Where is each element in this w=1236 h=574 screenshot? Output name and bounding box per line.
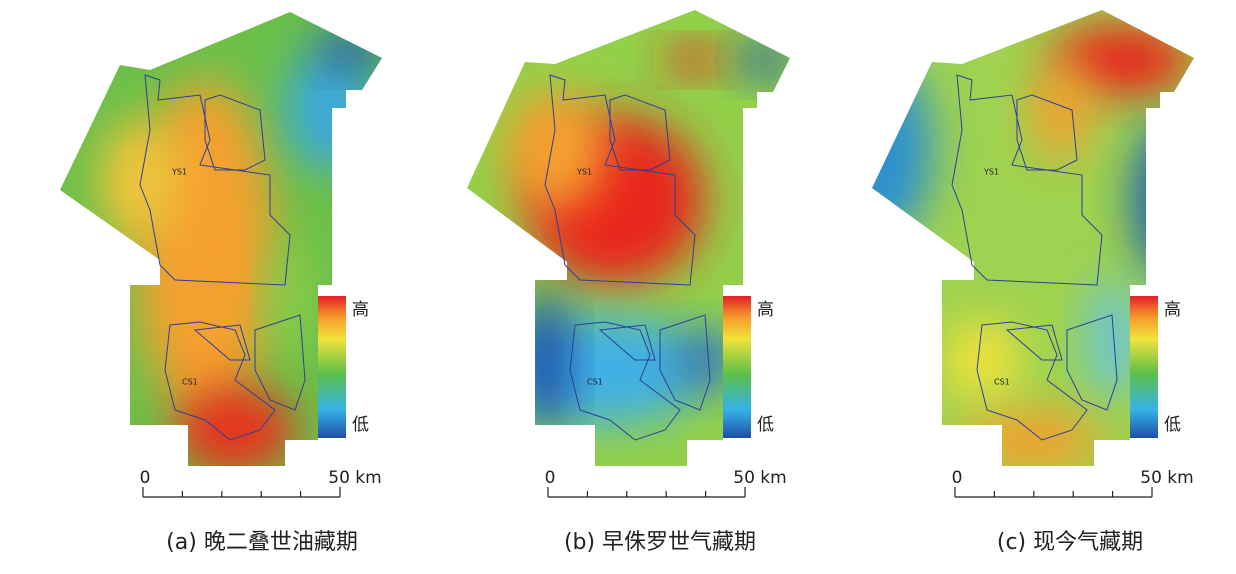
map-blob (270, 240, 310, 360)
map-blob (1132, 120, 1194, 280)
map-blob (315, 30, 382, 70)
scale-end: 50 km (1140, 468, 1193, 488)
well-label: YS1 (576, 168, 592, 177)
map-blob (962, 410, 1102, 466)
map-blob (1052, 25, 1192, 95)
panel: YS1 CS1 高低 0 50 km (872, 10, 1194, 498)
legend-low: 低 (1164, 415, 1181, 435)
scale-start: 0 (140, 468, 151, 488)
map-blob (1087, 280, 1137, 400)
scale-start: 0 (952, 468, 963, 488)
basin-outline (544, 74, 711, 441)
scale-end: 50 km (733, 468, 786, 488)
legend-low: 低 (757, 415, 774, 435)
basin-outline (139, 74, 306, 441)
color-bar (318, 296, 346, 438)
map-blob (675, 330, 735, 390)
legend-high: 高 (1164, 300, 1181, 320)
caption: (b) 早侏罗世气藏期 (564, 530, 756, 555)
legend-low: 低 (352, 415, 369, 435)
color-bar (1130, 296, 1158, 438)
scale-start: 0 (545, 468, 556, 488)
map-blob (520, 290, 570, 430)
map-blob (872, 60, 932, 240)
well-label: YS1 (983, 168, 999, 177)
scale-end: 50 km (328, 468, 381, 488)
map-blob (1032, 60, 1092, 160)
well-label: CS1 (994, 378, 1010, 387)
legend-high: 高 (757, 300, 774, 320)
map-blob (942, 320, 1022, 400)
well-label: YS1 (171, 168, 187, 177)
map-blob (665, 45, 725, 75)
color-bar (723, 296, 751, 438)
basin-outline (951, 74, 1118, 441)
well-label: CS1 (587, 378, 603, 387)
panel: YS1 CS1 高低 0 50 km (467, 10, 790, 498)
map-blob (175, 385, 295, 466)
panel: YS1 CS1 高低 0 50 km (60, 12, 382, 498)
caption: (a) 晚二叠世油藏期 (166, 530, 358, 555)
legend-high: 高 (352, 300, 369, 320)
map-blob (740, 40, 790, 80)
map-blob (100, 120, 180, 240)
well-label: CS1 (182, 378, 198, 387)
caption: (c) 现今气藏期 (997, 530, 1143, 555)
map-blob (505, 90, 605, 210)
